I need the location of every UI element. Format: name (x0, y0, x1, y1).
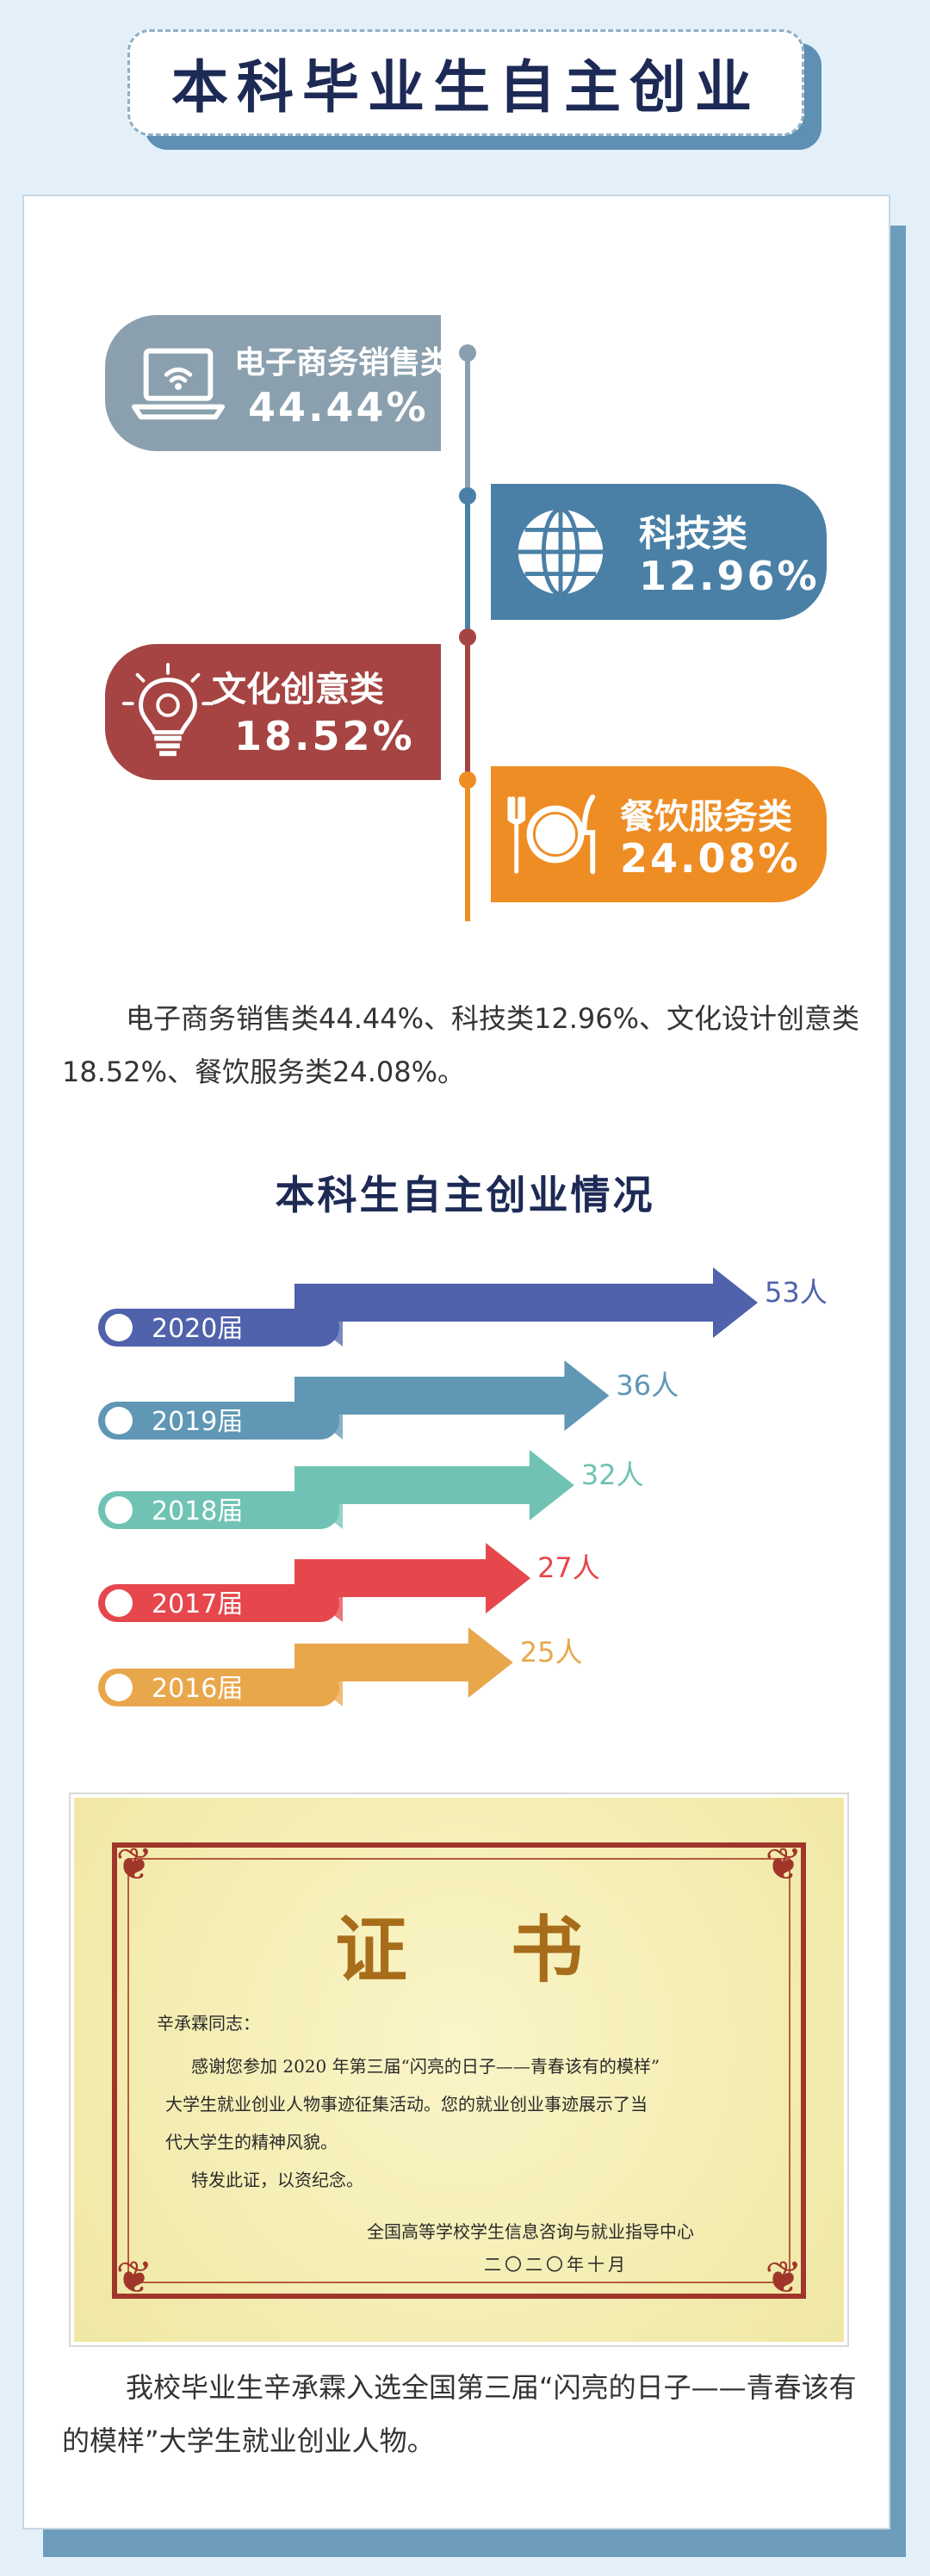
arrow-bar-2016届: 2016届 25人 (98, 1627, 583, 1706)
value-label: 36人 (616, 1369, 679, 1402)
value-label: 27人 (537, 1551, 600, 1584)
lightbulb-icon (121, 662, 214, 757)
year-label: 2016届 (152, 1674, 243, 1704)
timeline-dot (459, 771, 476, 789)
category-creative: 文化创意类 18.52% (105, 644, 441, 780)
cert-line: 代大学生的精神风貌。 (165, 2132, 338, 2152)
cert-frame-inner (127, 1858, 790, 2283)
corner-ornament-icon: ❦ (115, 1839, 153, 1891)
year-pill-dot (105, 1314, 133, 1341)
chart-title: 本科生自主创业情况 (275, 1172, 655, 1218)
arrow-bar (294, 1267, 758, 1338)
timeline-segment (465, 498, 470, 637)
category-percent: 12.96% (639, 553, 820, 599)
value-label: 32人 (581, 1458, 644, 1491)
year-pill-dot (105, 1496, 133, 1524)
category-percent: 18.52% (234, 713, 415, 759)
corner-ornament-icon: ❦ (765, 2252, 803, 2304)
value-label: 25人 (520, 1636, 583, 1669)
arrow-bar-2019届: 2019届 36人 (98, 1360, 679, 1440)
cert-line: 大学生就业创业人物事迹征集活动。您的就业创业事迹展示了当 (165, 2094, 648, 2115)
cert-heading: 证书 (334, 1907, 686, 1992)
year-pill-dot (105, 1589, 133, 1617)
summary-text: 电子商务销售类44.44%、科技类12.96%、文化设计创意类18.52%、餐饮… (62, 1002, 860, 1088)
category-tech: 科技类 12.96% (491, 484, 827, 620)
cert-line: 特发此证，以资纪念。 (191, 2170, 363, 2190)
page-title-box: 本科毕业生自主创业 (127, 29, 804, 136)
category-percent: 24.08% (620, 835, 801, 882)
arrow-bar-2018届: 2018届 32人 (98, 1450, 644, 1529)
year-pill (98, 1491, 339, 1529)
arrow-bar (294, 1360, 610, 1431)
category-dining: 餐饮服务类 24.08% (491, 766, 827, 902)
cert-frame (112, 1842, 806, 2299)
year-label: 2018届 (152, 1496, 243, 1526)
year-pill (98, 1584, 339, 1622)
laptop-icon (131, 348, 226, 420)
year-pill (98, 1309, 339, 1347)
timeline-segment (465, 637, 470, 782)
value-label: 53人 (765, 1276, 828, 1309)
dining-icon (507, 794, 596, 875)
arrow-chart: 2020届 53人 2019届 36人 2018届 32人 2017届 27人 2016届 25人 (98, 1267, 828, 1706)
corner-ornament-icon: ❦ (765, 1839, 803, 1891)
certificate: ❦ ❦ ❦ ❦ 证书 辛承霖同志： 感谢您参加 2020 年第三届“闪亮的日子—… (74, 1798, 844, 2342)
footer-text: 我校毕业生辛承霖入选全国第三届“闪亮的日子——青春该有的模样”大学生就业创业人物… (62, 2371, 857, 2457)
globe-icon (518, 507, 604, 597)
page-title: 本科毕业生自主创业 (171, 54, 760, 121)
year-pill (98, 1669, 339, 1706)
timeline-dot (459, 629, 476, 646)
cert-line: 感谢您参加 2020 年第三届“闪亮的日子——青春该有的模样” (191, 2056, 660, 2077)
cert-recipient: 辛承霖同志： (157, 2013, 260, 2034)
timeline-dot (459, 487, 476, 505)
year-label: 2019届 (152, 1407, 243, 1437)
arrow-bar (294, 1543, 531, 1613)
year-label: 2017届 (152, 1589, 243, 1619)
category-name: 电子商务销售类 (234, 345, 452, 381)
category-ecommerce: 电子商务销售类 44.44% (105, 315, 451, 451)
year-pill-dot (105, 1407, 133, 1434)
arrow-bar-2017届: 2017届 27人 (98, 1543, 600, 1622)
category-name: 科技类 (639, 512, 748, 554)
arrow-bar (294, 1450, 574, 1520)
arrow-bar-2020届: 2020届 53人 (98, 1267, 828, 1347)
timeline-dot (459, 344, 476, 362)
arrow-bar (294, 1627, 513, 1698)
cert-date: 二〇二〇年十月 (484, 2254, 629, 2275)
category-percent: 44.44% (248, 384, 429, 430)
year-pill-dot (105, 1674, 133, 1701)
cert-issuer: 全国高等学校学生信息咨询与就业指导中心 (367, 2221, 694, 2242)
corner-ornament-icon: ❦ (115, 2252, 153, 2304)
category-name: 文化创意类 (212, 670, 384, 709)
year-label: 2020届 (152, 1314, 243, 1344)
timeline-segment (465, 353, 470, 498)
category-name: 餐饮服务类 (620, 797, 792, 837)
timeline-segment (465, 782, 470, 921)
year-pill (98, 1402, 339, 1440)
